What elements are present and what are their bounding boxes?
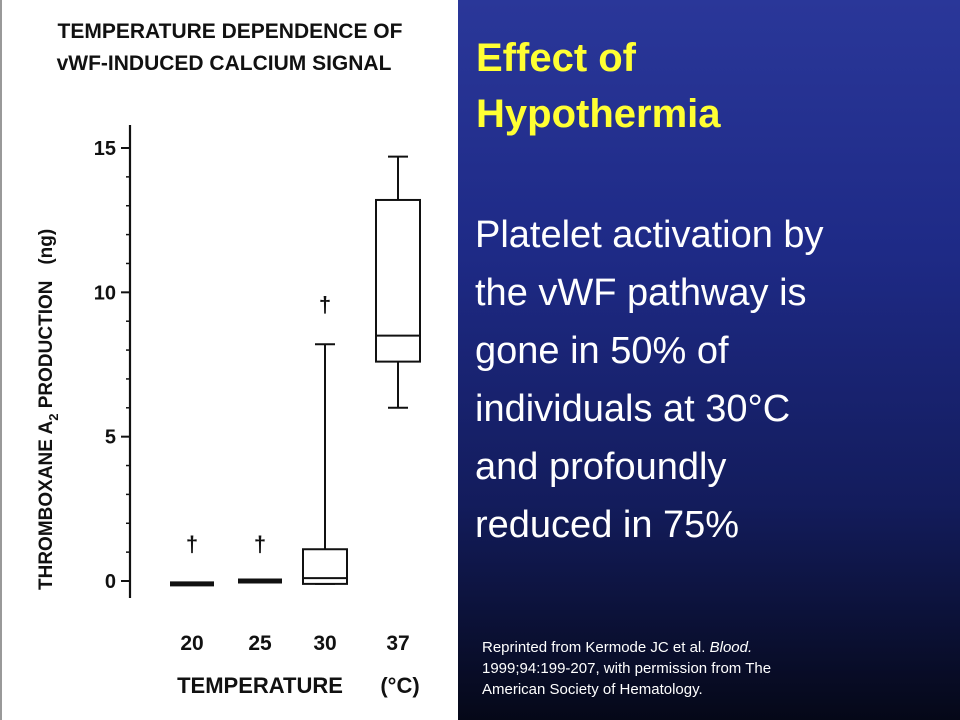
box-37 [375, 198, 421, 363]
citation-part-1: Reprinted from Kermode JC et al. [482, 639, 706, 656]
body-line-2: the vWF pathway is [475, 272, 807, 314]
y-axis-label-subscript: 2 [46, 414, 61, 421]
y-tick-label-15: 15 [94, 138, 116, 160]
body-line-1: Platelet activation by [475, 214, 824, 256]
citation-part-2: 1999;94:199-207, with permission from Th… [482, 660, 772, 677]
y-tick-label-5: 5 [105, 427, 116, 449]
x-tick-label-20: 20 [180, 632, 203, 655]
box-plot-chart: TEMPERATURE DEPENDENCE OF vWF-INDUCED CA… [36, 20, 421, 698]
x-axis-label: TEMPERATURE [177, 673, 343, 698]
box-20 [170, 581, 214, 587]
y-tick-label-10: 10 [94, 282, 116, 304]
plot-area: 0 5 10 15 † 20 † 25 † 30 37 [94, 125, 421, 655]
y-axis-label: THROMBOXANE A2 PRODUCTION (ng) [36, 229, 61, 590]
slide-title-line-2: Hypothermia [476, 92, 721, 136]
text-panel: Effect of Hypothermia Platelet activatio… [458, 0, 960, 720]
x-tick-label-37: 37 [386, 632, 409, 655]
citation-part-3: American Society of Hematology. [482, 681, 703, 698]
slide-body: Platelet activation by the vWF pathway i… [475, 206, 953, 554]
y-tick-label-0: 0 [105, 571, 116, 593]
outlier-marker-20: † [186, 531, 198, 556]
x-tick-label-25: 25 [248, 632, 272, 655]
body-line-5: and profoundly [475, 446, 727, 488]
slide-title: Effect of Hypothermia [476, 30, 946, 142]
chart-panel: TEMPERATURE DEPENDENCE OF vWF-INDUCED CA… [0, 0, 458, 720]
chart-title-line-1: TEMPERATURE DEPENDENCE OF [58, 20, 403, 43]
outlier-marker-30: † [319, 292, 331, 317]
body-line-3: gone in 50% of [475, 330, 729, 372]
outlier-marker-25: † [254, 531, 266, 556]
y-axis-label-tail: PRODUCTION (ng) [36, 229, 57, 414]
citation: Reprinted from Kermode JC et al. Blood. … [482, 637, 952, 700]
chart-title-line-2: vWF-INDUCED CALCIUM SIGNAL [57, 52, 392, 75]
box-25 [238, 578, 282, 584]
body-line-6: reduced in 75% [475, 504, 740, 546]
x-tick-label-30: 30 [313, 632, 336, 655]
citation-journal: Blood. [709, 639, 753, 656]
y-axis-label-main: THROMBOXANE A [36, 420, 57, 590]
slide-title-line-1: Effect of [476, 36, 636, 80]
body-line-4: individuals at 30°C [475, 388, 791, 430]
x-axis-unit: (°C) [380, 673, 419, 698]
